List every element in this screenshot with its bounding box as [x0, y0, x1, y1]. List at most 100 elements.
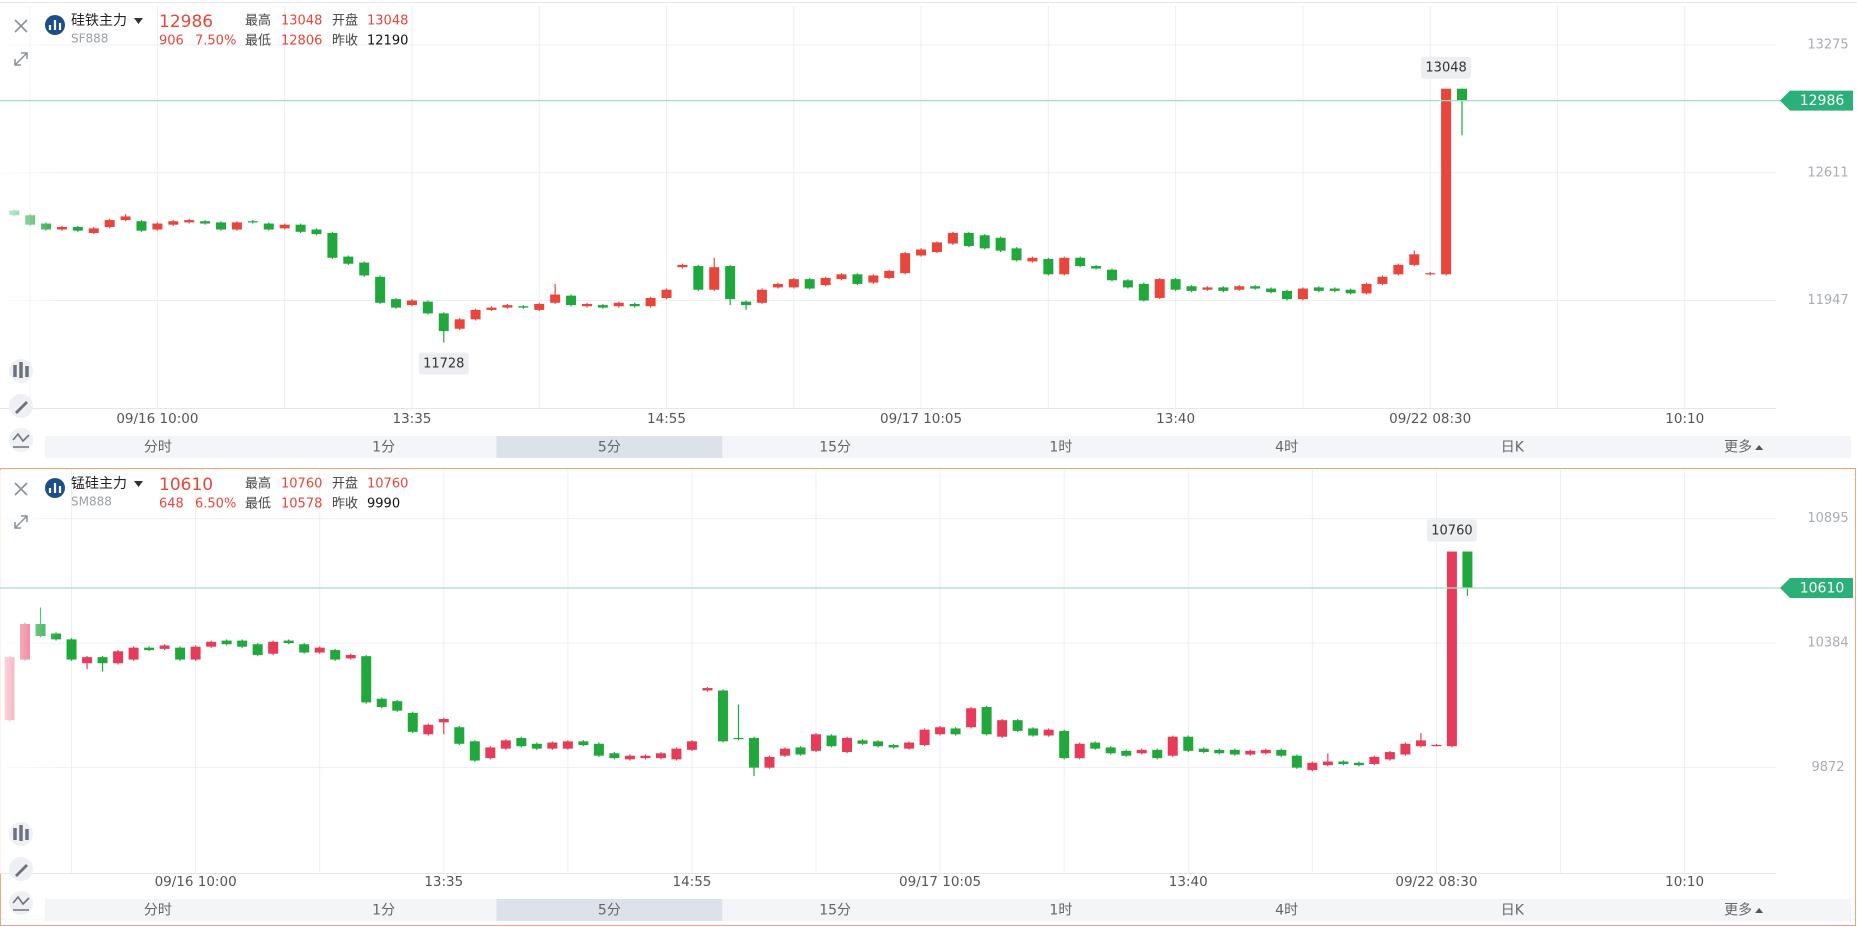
candle-body — [593, 743, 604, 756]
candle-body — [947, 232, 958, 244]
timeframe-button[interactable] — [496, 899, 723, 921]
symbol-icon-bars — [48, 20, 62, 30]
candle-body — [438, 718, 449, 723]
symbol-icon-bars — [48, 483, 62, 493]
timeframe-label[interactable]: 15分 — [819, 440, 851, 456]
stat-value: 13048 — [367, 14, 408, 29]
candle-body — [1043, 258, 1054, 275]
candle-body — [888, 744, 899, 748]
stat-value: 12190 — [367, 34, 408, 49]
timeframe-label[interactable]: 15分 — [819, 903, 851, 919]
expand-button[interactable] — [14, 515, 28, 529]
timeframe-label[interactable]: 5分 — [598, 440, 621, 456]
extreme-label-box — [1421, 56, 1472, 79]
candle-body — [175, 647, 186, 660]
stat-label: 最高 — [245, 476, 271, 492]
indicator-tool-icon[interactable] — [12, 895, 30, 911]
candle-body — [842, 737, 853, 753]
candle-body — [1218, 287, 1229, 291]
timeframe-label[interactable]: 4时 — [1275, 440, 1298, 456]
candle-body — [1415, 740, 1426, 747]
price-change: 648 — [159, 497, 184, 512]
candle-body — [1282, 290, 1292, 300]
candle-body — [485, 747, 496, 759]
timeframe-label[interactable]: 更多 — [1724, 439, 1752, 456]
candle-body — [97, 657, 108, 664]
timeframe-label[interactable]: 1分 — [372, 440, 395, 456]
candle-body — [1353, 762, 1364, 766]
candle-body — [1121, 750, 1132, 756]
timeframe-label[interactable]: 1时 — [1049, 440, 1072, 456]
symbol-name[interactable]: 硅铁主力 — [71, 13, 127, 29]
candle-body — [295, 224, 306, 232]
candle-tool-icon[interactable] — [13, 362, 29, 378]
close-button[interactable] — [14, 482, 28, 496]
stat-label: 开盘 — [332, 476, 358, 492]
candle-body — [88, 228, 99, 233]
x-tick-label: 13:40 — [1156, 411, 1195, 427]
candle-body — [702, 688, 713, 691]
expand-button[interactable] — [14, 52, 28, 66]
candle-body — [283, 640, 294, 644]
symbol-dropdown[interactable] — [134, 18, 143, 24]
tool-button-bg[interactable] — [9, 428, 33, 452]
candle-body — [231, 222, 242, 230]
timeframe-label[interactable]: 1时 — [1049, 903, 1072, 919]
candle-body — [391, 299, 402, 308]
y-tick-label: 11947 — [1807, 293, 1848, 308]
timeframe-label[interactable]: 5分 — [598, 903, 621, 919]
last-price-tag — [1780, 90, 1853, 111]
candle-tool-icon[interactable] — [13, 825, 29, 841]
timeframe-label[interactable]: 分时 — [144, 903, 172, 919]
timeframe-label[interactable]: 日K — [1501, 903, 1525, 919]
draw-tool-icon[interactable] — [15, 401, 28, 414]
candle-body — [422, 301, 433, 314]
candle-body — [206, 641, 217, 647]
tool-button-bg[interactable] — [9, 891, 33, 915]
timeframe-label[interactable]: 分时 — [144, 440, 172, 456]
candle-body — [1441, 88, 1452, 275]
candle-body — [1384, 752, 1395, 760]
candle-body — [1198, 748, 1209, 753]
edge-fade — [0, 470, 60, 873]
candle-body — [299, 644, 310, 653]
candle-body — [406, 300, 417, 306]
timeframe-label[interactable]: 4时 — [1275, 903, 1298, 919]
candle-body — [1183, 736, 1194, 751]
draw-tool-icon[interactable] — [15, 864, 28, 877]
candle-body — [1409, 254, 1420, 265]
candle-body — [1338, 761, 1349, 764]
timeframe-label[interactable]: 1分 — [372, 903, 395, 919]
candle-body — [190, 646, 201, 660]
candle-body — [343, 256, 354, 264]
y-tick-label: 13275 — [1807, 38, 1848, 53]
candle-body — [677, 264, 688, 268]
candle-body — [1260, 749, 1271, 754]
candle-body — [252, 644, 263, 655]
timeframe-label[interactable]: 日K — [1501, 440, 1525, 456]
candle-body — [1276, 749, 1287, 756]
candle-body — [826, 735, 837, 747]
candle-body — [1234, 286, 1245, 290]
timeframe-button[interactable] — [496, 436, 723, 458]
symbol-dropdown[interactable] — [134, 481, 143, 487]
more-arrow[interactable] — [1755, 908, 1764, 913]
symbol-name[interactable]: 锰硅主力 — [71, 476, 127, 492]
candle-body — [671, 748, 682, 760]
candle-body — [1074, 743, 1085, 759]
candle-body — [534, 303, 545, 310]
candle-body — [1245, 750, 1256, 755]
timeframe-label[interactable]: 更多 — [1724, 902, 1752, 919]
candle-body — [997, 720, 1008, 737]
x-tick-label: 14:55 — [672, 874, 711, 890]
candle-body — [518, 306, 529, 308]
candle-body — [661, 289, 672, 298]
candle-body — [873, 741, 884, 747]
candle-body — [995, 237, 1006, 251]
close-button[interactable] — [14, 19, 28, 33]
more-arrow[interactable] — [1755, 445, 1764, 450]
candle-body — [516, 737, 527, 747]
candle-body — [268, 641, 279, 654]
indicator-tool-icon[interactable] — [12, 432, 30, 448]
stat-value: 10578 — [281, 497, 322, 512]
